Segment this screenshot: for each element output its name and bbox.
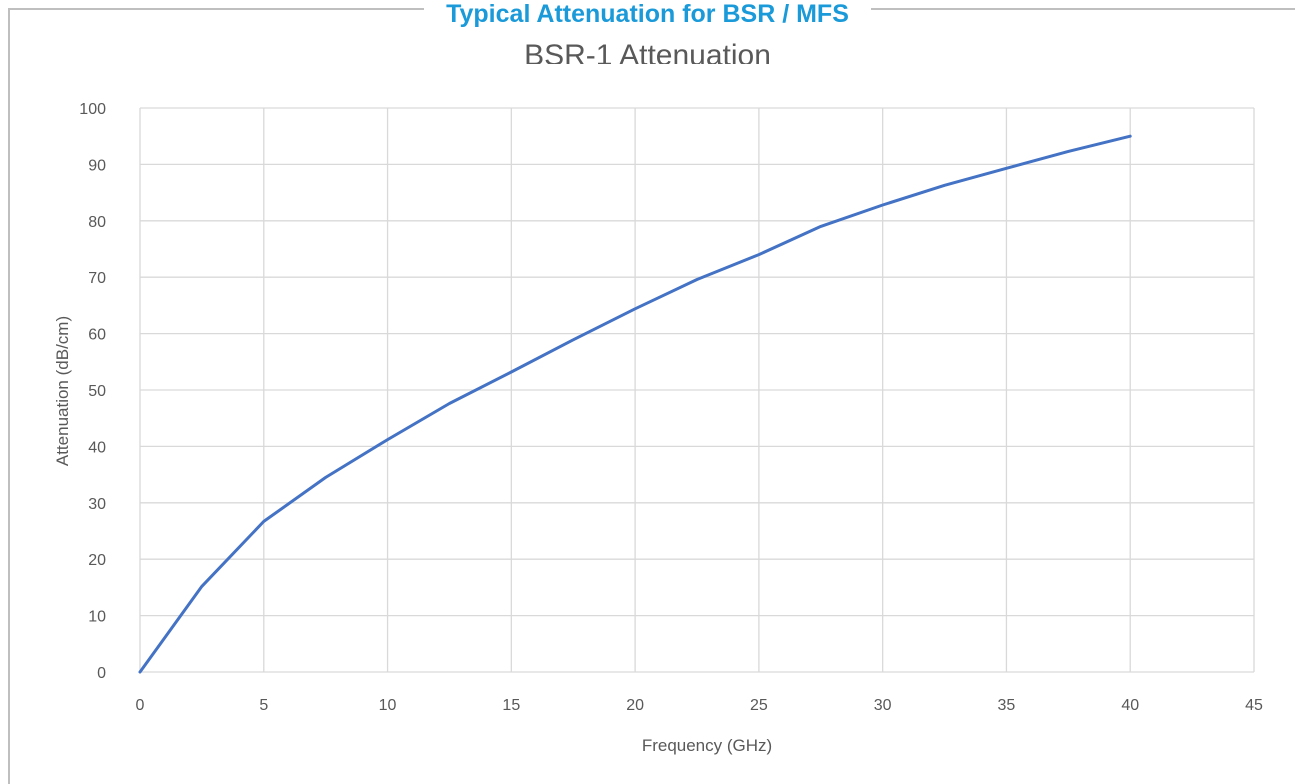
y-tick-label: 60 — [88, 327, 106, 344]
y-tick-label: 50 — [88, 383, 106, 400]
chart-title-wrap: BSR-1 Attenuation — [0, 34, 1295, 64]
y-tick-label: 30 — [88, 496, 106, 513]
x-tick-label: 10 — [379, 697, 397, 714]
y-tick-label: 100 — [79, 101, 106, 118]
x-tick-label: 0 — [136, 697, 145, 714]
x-axis-label: Frequency (GHz) — [642, 736, 772, 755]
series-line — [138, 134, 1132, 674]
chart-title: BSR-1 Attenuation — [524, 39, 771, 64]
x-tick-label: 35 — [998, 697, 1016, 714]
y-tick-label: 0 — [97, 665, 106, 682]
y-tick-label: 40 — [88, 439, 106, 456]
x-tick-label: 25 — [750, 697, 768, 714]
y-tick-label: 90 — [88, 157, 106, 174]
x-tick-label: 40 — [1121, 697, 1139, 714]
y-axis-label: Attenuation (dB/cm) — [53, 316, 72, 466]
chart-panel — [8, 8, 1295, 784]
y-tick-label: 10 — [88, 609, 106, 626]
x-tick-label: 45 — [1245, 697, 1263, 714]
x-tick-label: 20 — [626, 697, 644, 714]
y-axis-ticks: 0 10 20 30 40 50 60 70 80 90 100 — [79, 101, 106, 682]
x-tick-label: 15 — [502, 697, 520, 714]
grid — [139, 107, 1255, 673]
x-axis-ticks: 0 5 10 15 20 25 30 35 40 45 — [136, 697, 1263, 714]
x-tick-label: 30 — [874, 697, 892, 714]
y-tick-label: 70 — [88, 270, 106, 287]
x-tick-label: 5 — [259, 697, 268, 714]
y-tick-label: 80 — [88, 214, 106, 231]
y-tick-label: 20 — [88, 552, 106, 569]
